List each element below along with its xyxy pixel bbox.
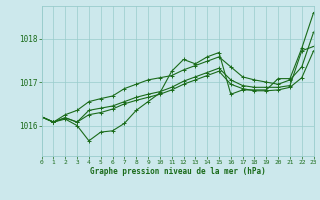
X-axis label: Graphe pression niveau de la mer (hPa): Graphe pression niveau de la mer (hPa)	[90, 167, 266, 176]
